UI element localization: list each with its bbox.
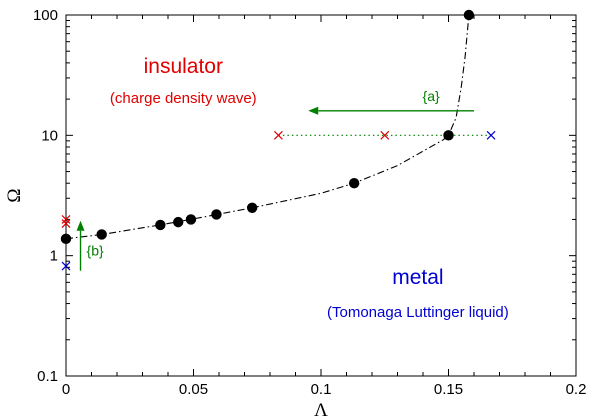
region-sublabel: (charge density wave) — [110, 90, 257, 107]
x-tick-label: 0.1 — [311, 381, 332, 398]
cross-marker — [273, 130, 283, 140]
region-label: insulator — [144, 55, 223, 78]
annotation-layer: insulator (charge density wave) metal (Tomo… — [110, 55, 509, 321]
arrow-layer: {a} {b} — [76, 88, 474, 271]
plot-area — [65, 14, 577, 377]
data-point — [185, 214, 197, 225]
y-tick-label: 0.1 — [37, 368, 58, 385]
arrow-b: {b} — [76, 220, 104, 271]
x-tick-label: 0.05 — [179, 381, 208, 398]
arrow-a: {a} — [308, 88, 474, 115]
arrow-label: {a} — [423, 88, 440, 104]
region-sublabel: (Tomonaga Luttinger liquid) — [327, 304, 509, 321]
data-point — [348, 178, 360, 189]
data-point — [443, 130, 454, 141]
arrow-head — [308, 106, 319, 115]
cross-stroke — [61, 219, 71, 228]
data-point — [246, 202, 258, 213]
cross-marker — [380, 130, 390, 140]
y-tick-label: 10 — [41, 127, 58, 144]
cross-marker — [61, 215, 71, 224]
y-axis-label: Ω — [4, 188, 25, 202]
cross-marker — [61, 261, 71, 271]
data-point — [60, 233, 72, 245]
ticks-layer: 0 0.05 0.1 0.15 0.2 0.1 1 10 100 — [33, 7, 586, 398]
x-tick-label: 0.15 — [434, 381, 463, 398]
data-point — [96, 229, 107, 240]
y-tick-label: 100 — [33, 7, 58, 24]
cross-stroke — [61, 215, 71, 224]
data-point — [155, 219, 166, 231]
region-label: metal — [392, 266, 443, 289]
cross-stroke — [273, 130, 283, 140]
data-point — [173, 216, 184, 228]
data-point — [463, 9, 475, 21]
series-layer — [60, 9, 496, 271]
cross-stroke — [61, 261, 71, 271]
x-tick-label: 0.2 — [566, 381, 587, 398]
arrow-label: {b} — [87, 243, 104, 259]
x-axis-label: Λ — [314, 400, 328, 418]
y-tick-label: 1 — [50, 248, 58, 265]
cross-marker — [61, 219, 71, 228]
cross-marker — [486, 130, 496, 140]
cross-stroke — [486, 130, 496, 140]
cross-stroke — [380, 130, 390, 140]
data-point — [211, 209, 222, 220]
phase-boundary-line — [65, 14, 470, 240]
arrow-head — [76, 220, 85, 231]
x-tick-label: 0 — [62, 381, 70, 398]
